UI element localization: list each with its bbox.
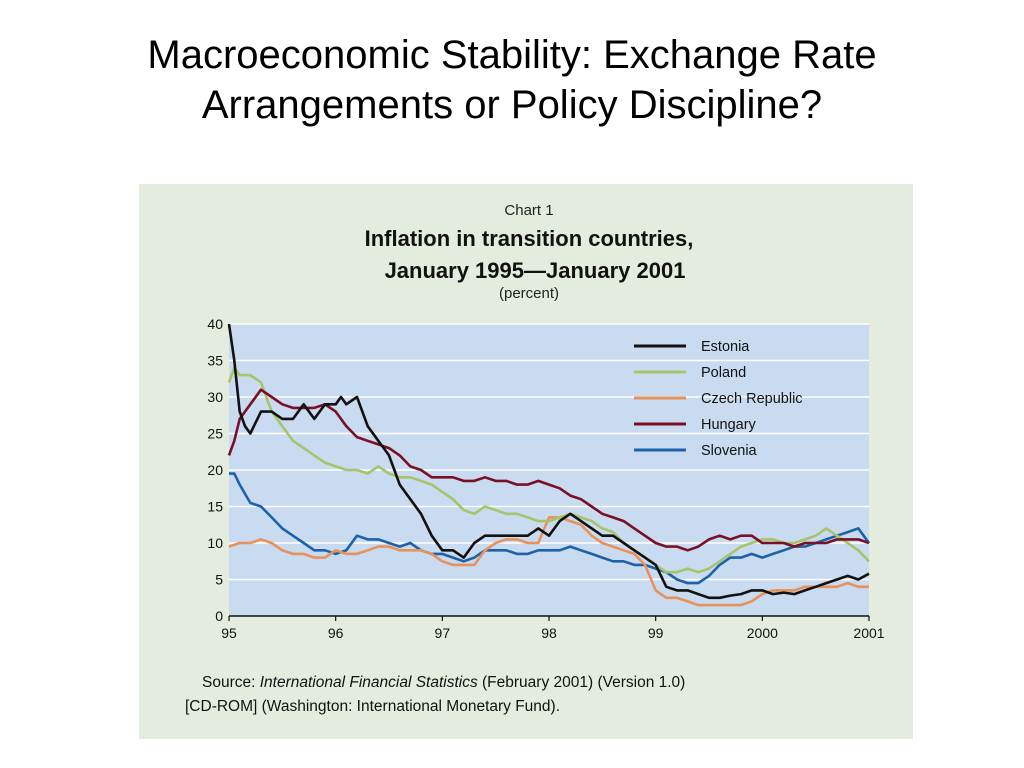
legend-label: Hungary [701,417,757,433]
source-line1: Source: International Financial Statisti… [185,671,895,695]
x-tick-label: 97 [435,625,451,641]
series-line-czech-republic [228,516,869,607]
source-rest-line1: (February 2001) (Version 1.0) [482,674,686,691]
legend: Estonia Poland Czech Republic Hungary Sloven… [634,339,803,459]
x-tick-label: 95 [221,625,237,641]
legend-label: Czech Republic [701,391,803,407]
y-tick-label: 30 [207,389,223,405]
source-line2: [CD-ROM] (Washington: International Mone… [185,698,561,715]
x-tick-label: 2001 [853,625,884,641]
source-note: Source: International Financial Statisti… [185,671,895,719]
x-tick-label: 98 [541,625,557,641]
source-prefix: Source: [202,674,256,691]
inflation-chart: Chart 1 Inflation in transition countrie… [207,202,884,641]
y-tick-label: 5 [215,572,223,588]
source-publication: International Financial Statistics [259,674,478,691]
y-tick-label: 25 [207,426,223,442]
slide-title-line1: Macroeconomic Stability: Exchange Rate [147,33,877,77]
legend-label: Poland [701,365,746,381]
series-line-estonia [227,323,870,600]
x-tick-label: 96 [328,625,344,641]
chart-title-line1: Inflation in transition countries, [365,226,694,251]
legend-label: Slovenia [701,443,758,459]
chart-subtitle: (percent) [499,285,559,302]
legend-label: Estonia [701,339,750,355]
x-tick-label: 2000 [747,625,778,641]
chart-label: Chart 1 [504,202,553,219]
chart-title-line2: January 1995—January 2001 [385,258,686,283]
plot-area: 0 5 10 15 20 25 30 35 40 95 96 97 98 99 2000 2001 [207,316,884,641]
series-line-poland [227,366,870,574]
y-tick-label: 10 [207,535,223,551]
slide-title-line2: Arrangements or Policy Discipline? [201,83,823,127]
chart-panel: Chart 1 Inflation in transition countrie… [139,184,913,739]
y-tick-label: 20 [207,462,223,478]
y-tick-label: 35 [207,353,223,369]
y-tick-label: 40 [207,316,223,332]
y-tick-label: 0 [215,608,223,624]
slide-title: Macroeconomic Stability: Exchange Rate A… [0,30,1024,130]
x-tick-label: 99 [648,625,664,641]
y-tick-label: 15 [207,499,223,515]
series-line-slovenia [229,472,871,585]
